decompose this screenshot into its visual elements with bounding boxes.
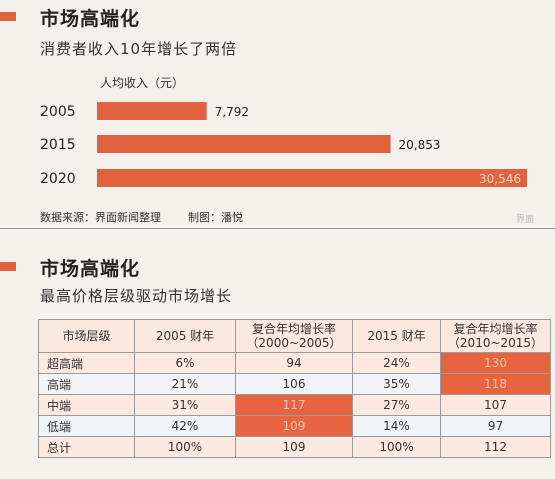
tier-label: 中端 bbox=[38, 394, 135, 416]
table-cell: 109 bbox=[235, 415, 353, 437]
section2-accent bbox=[0, 262, 16, 271]
section1-accent bbox=[0, 12, 16, 21]
table-header-cell: 复合年均增长率 （2010~2015） bbox=[440, 319, 551, 353]
table-cell: 106 bbox=[235, 373, 353, 395]
tier-label: 低端 bbox=[38, 415, 135, 437]
table-cell: 24% bbox=[352, 352, 441, 374]
table-cell: 107 bbox=[440, 394, 551, 416]
section1-divider bbox=[0, 228, 555, 229]
table-cell: 117 bbox=[235, 394, 353, 416]
tier-label: 超高端 bbox=[38, 352, 135, 374]
table-cell: 97 bbox=[440, 415, 551, 437]
table-cell: 14% bbox=[352, 415, 441, 437]
bar-value-label: 20,853 bbox=[399, 138, 441, 152]
table-cell: 35% bbox=[352, 373, 441, 395]
watermark: 界面 bbox=[516, 215, 535, 225]
data-source: 数据来源：界面新闻整理 bbox=[40, 211, 161, 224]
category-label: 2020 bbox=[40, 171, 76, 187]
table-cell: 109 bbox=[235, 436, 353, 458]
tier-label: 高端 bbox=[38, 373, 135, 395]
category-label: 2005 bbox=[40, 104, 76, 120]
category-label: 2015 bbox=[40, 137, 76, 153]
section2-title: 市场高端化 bbox=[40, 258, 141, 280]
table-cell: 118 bbox=[440, 373, 551, 395]
bar-value-label: 7,792 bbox=[215, 105, 249, 119]
bar-2020 bbox=[97, 169, 527, 187]
section1-subtitle: 消费者收入10年增长了两倍 bbox=[40, 40, 238, 58]
section1-title: 市场高端化 bbox=[40, 8, 141, 30]
table-row: 高端 21% 106 35% 118 bbox=[38, 373, 551, 395]
bar-value-label: 30,546 bbox=[479, 172, 521, 186]
table-cell: 6% bbox=[134, 352, 236, 374]
table-row: 总计 100% 109 100% 112 bbox=[38, 436, 551, 458]
tier-label: 总计 bbox=[38, 436, 135, 458]
table-row: 中端 31% 117 27% 107 bbox=[38, 394, 551, 416]
table-cell: 27% bbox=[352, 394, 441, 416]
table-cell: 100% bbox=[352, 436, 441, 458]
table-row: 低端 42% 109 14% 97 bbox=[38, 415, 551, 437]
market-tier-table: 市场层级 2005 财年 复合年均增长率 （2000~2005） 2015 财年 复合年均… bbox=[38, 319, 551, 458]
table-header-cell: 2005 财年 bbox=[134, 319, 236, 353]
table-cell: 21% bbox=[134, 373, 236, 395]
section2-subtitle: 最高价格层级驱动市场增长 bbox=[40, 287, 233, 305]
table-cell: 94 bbox=[235, 352, 353, 374]
table-cell: 100% bbox=[134, 436, 236, 458]
table-row: 超高端 6% 94 24% 130 bbox=[38, 352, 551, 374]
chart-title: 人均收入（元） bbox=[100, 76, 184, 90]
table-cell: 130 bbox=[440, 352, 551, 374]
table-header-cell: 市场层级 bbox=[38, 319, 135, 353]
bar-2015 bbox=[97, 135, 391, 153]
table-cell: 31% bbox=[134, 394, 236, 416]
bar-2005 bbox=[97, 102, 207, 120]
table-header-cell: 2015 财年 bbox=[352, 319, 441, 353]
table-cell: 42% bbox=[134, 415, 236, 437]
table-header-cell: 复合年均增长率 （2000~2005） bbox=[235, 319, 353, 353]
income-bar-chart: 人均收入（元） 2005 7,792 2015 20,853 2020 30,546 bbox=[40, 76, 527, 187]
chart-credit: 制图：潘悦 bbox=[188, 211, 243, 224]
table-cell: 112 bbox=[440, 436, 551, 458]
